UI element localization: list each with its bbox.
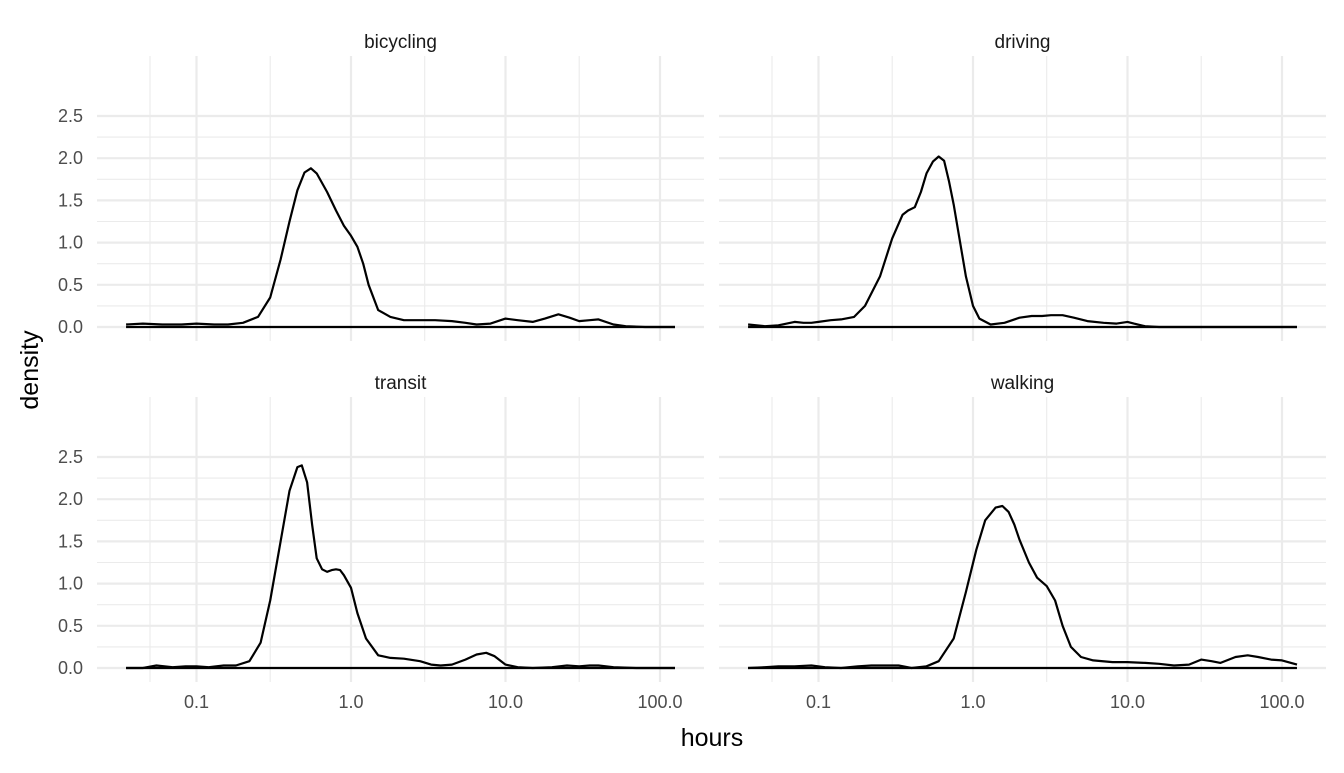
y-tick-label: 2.0 xyxy=(58,148,83,168)
density-curve-driving xyxy=(747,155,1297,329)
x-tick-label: 1.0 xyxy=(960,692,985,712)
y-tick-label: 2.0 xyxy=(58,489,83,509)
facet-strip-label: walking xyxy=(990,373,1054,394)
x-tick-label: 100.0 xyxy=(1259,692,1304,712)
facet-panel-driving: driving xyxy=(719,32,1326,341)
facet-panel-bicycling: bicycling 0.0 0.5 1.0 1.5 2.0 2.5 xyxy=(58,32,704,341)
density-curve-bicycling xyxy=(126,167,675,329)
x-tick-label: 10.0 xyxy=(488,692,523,712)
y-tick-label: 0.0 xyxy=(58,658,83,678)
x-tick-label: 0.1 xyxy=(184,692,209,712)
x-tick-label: 10.0 xyxy=(1110,692,1145,712)
y-tick-label: 2.5 xyxy=(58,106,83,126)
y-tick-label: 1.5 xyxy=(58,190,83,210)
facet-panel-walking: walking 0.1 1.0 10.0 100.0 xyxy=(719,373,1326,712)
y-tick-label: 1.0 xyxy=(58,574,83,594)
y-tick-label: 0.5 xyxy=(58,275,83,295)
density-curve-transit xyxy=(126,464,675,670)
facet-strip-label: driving xyxy=(995,32,1051,53)
x-axis-title: hours xyxy=(681,724,744,752)
y-tick-label: 0.5 xyxy=(58,616,83,636)
facet-panel-transit: transit 0.0 0.5 1.0 1.5 2.0 2.5 0.1 1.0 10.0 100.0 xyxy=(58,373,704,712)
y-axis-title: density xyxy=(16,330,44,410)
facet-strip-label: bicycling xyxy=(364,32,437,53)
facet-strip-label: transit xyxy=(375,373,427,394)
y-tick-label: 0.0 xyxy=(58,317,83,337)
y-tick-label: 1.0 xyxy=(58,233,83,253)
density-curve-walking xyxy=(748,504,1298,670)
x-tick-label: 1.0 xyxy=(338,692,363,712)
panels-layer: bicycling 0.0 0.5 1.0 1.5 2.0 2.5 driving transi… xyxy=(58,32,1326,712)
y-tick-label: 1.5 xyxy=(58,531,83,551)
y-tick-label: 2.5 xyxy=(58,447,83,467)
x-tick-label: 0.1 xyxy=(806,692,831,712)
x-tick-label: 100.0 xyxy=(637,692,682,712)
